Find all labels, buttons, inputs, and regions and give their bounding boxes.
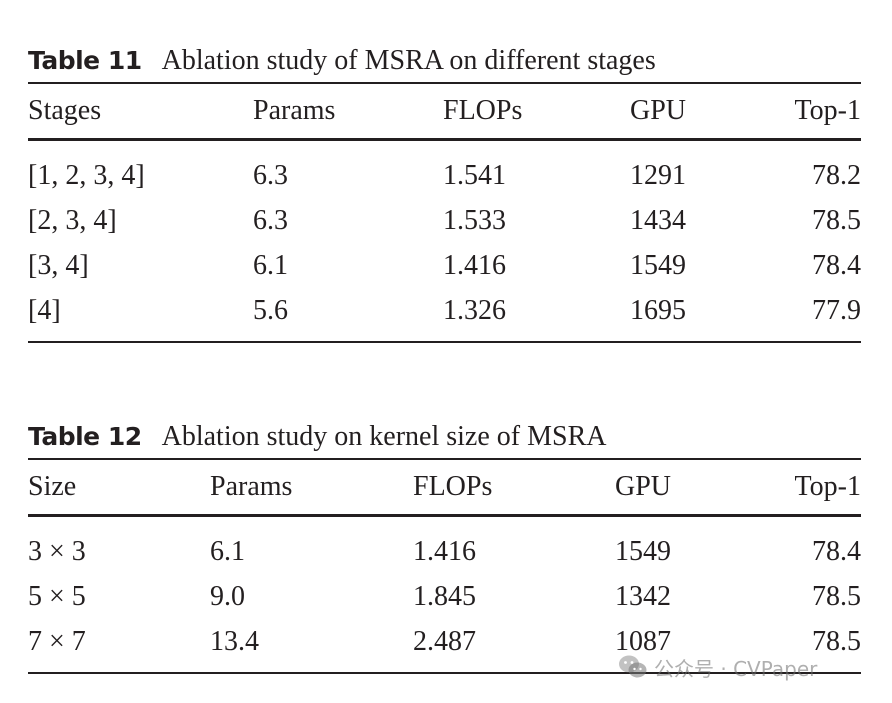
- column-header-flops: FLOPs: [443, 95, 523, 126]
- table-cell: 1695: [630, 295, 686, 326]
- table-body: 3 × 3 6.1 1.416 1549 78.4 5 × 5 9.0 1.84…: [28, 517, 861, 672]
- table-row: [2, 3, 4] 6.3 1.533 1434 78.5: [28, 198, 861, 243]
- column-header-top1: Top-1: [794, 471, 861, 502]
- table-row: [1, 2, 3, 4] 6.3 1.541 1291 78.2: [28, 153, 861, 198]
- table-cell: 1291: [630, 160, 686, 191]
- table-cell: 7 × 7: [28, 626, 86, 657]
- table-cell: 6.1: [253, 250, 288, 281]
- table-cell: 1434: [630, 205, 686, 236]
- column-header-gpu: GPU: [630, 95, 687, 126]
- table-cell: 1.533: [443, 205, 506, 236]
- table-cell: 78.5: [812, 581, 861, 612]
- watermark: 公众号 · CVPaper: [618, 652, 817, 682]
- table-cell: 78.4: [812, 536, 861, 567]
- table-cell: 9.0: [210, 581, 245, 612]
- header-rule: [28, 514, 861, 517]
- bottom-rule: [28, 672, 861, 674]
- table-cell: 1.541: [443, 160, 506, 191]
- table-cell: 5.6: [253, 295, 288, 326]
- table-label: Table 12: [28, 422, 142, 451]
- bottom-rule: [28, 341, 861, 343]
- table-row: 3 × 3 6.1 1.416 1549 78.4: [28, 529, 861, 574]
- table-cell: 78.2: [812, 160, 861, 191]
- table-cell: 77.9: [812, 295, 861, 326]
- top-rule: [28, 458, 861, 460]
- table-row: [4] 5.6 1.326 1695 77.9: [28, 288, 861, 333]
- table-header-row: Size Params FLOPs GPU Top-1: [28, 460, 861, 514]
- table-cell: [4]: [28, 295, 61, 326]
- table-caption: Table 11 Ablation study of MSRA on differ…: [28, 40, 861, 82]
- wechat-icon: [619, 655, 647, 678]
- top-rule: [28, 82, 861, 84]
- table-cell: 6.1: [210, 536, 245, 567]
- column-header-stages: Stages: [28, 95, 102, 126]
- table-cell: 2.487: [413, 626, 476, 657]
- table-cell: [1, 2, 3, 4]: [28, 160, 145, 191]
- table-row: 7 × 7 13.4 2.487 1087 78.5: [28, 619, 861, 664]
- column-header-top1: Top-1: [794, 95, 861, 126]
- table-cell: 1087: [615, 626, 671, 657]
- table-caption-text: Ablation study on kernel size of MSRA: [161, 421, 607, 452]
- column-header-params: Params: [210, 471, 293, 502]
- table-label: Table 11: [28, 46, 142, 75]
- table-cell: 6.3: [253, 160, 288, 191]
- table-cell: 1.416: [413, 536, 476, 567]
- table-header-row: Stages Params FLOPs GPU Top-1: [28, 84, 861, 138]
- table-11: Table 11 Ablation study of MSRA on differ…: [28, 40, 861, 343]
- table-row: [3, 4] 6.1 1.416 1549 78.4: [28, 243, 861, 288]
- table-cell: 6.3: [253, 205, 288, 236]
- table-cell: 1.416: [443, 250, 506, 281]
- table-cell: 78.4: [812, 250, 861, 281]
- table-cell: 3 × 3: [28, 536, 86, 567]
- table-12: Table 12 Ablation study on kernel size of…: [28, 416, 861, 674]
- header-rule: [28, 138, 861, 141]
- table-cell: 1.845: [413, 581, 476, 612]
- column-header-params: Params: [253, 95, 336, 126]
- table-cell: [3, 4]: [28, 250, 89, 281]
- column-header-size: Size: [28, 471, 77, 502]
- table-cell: 78.5: [812, 205, 861, 236]
- table-cell: 1549: [630, 250, 686, 281]
- watermark-text: 公众号 · CVPaper: [654, 656, 818, 681]
- table-caption-text: Ablation study of MSRA on different stag…: [161, 45, 656, 76]
- table-cell: [2, 3, 4]: [28, 205, 117, 236]
- table-cell: 5 × 5: [28, 581, 86, 612]
- table-cell: 78.5: [812, 626, 861, 657]
- table-body: [1, 2, 3, 4] 6.3 1.541 1291 78.2 [2, 3, …: [28, 141, 861, 341]
- table-cell: 1342: [615, 581, 671, 612]
- table-row: 5 × 5 9.0 1.845 1342 78.5: [28, 574, 861, 619]
- column-header-gpu: GPU: [615, 471, 672, 502]
- table-caption: Table 12 Ablation study on kernel size of…: [28, 416, 861, 458]
- table-cell: 1549: [615, 536, 671, 567]
- column-header-flops: FLOPs: [413, 471, 493, 502]
- table-cell: 13.4: [210, 626, 259, 657]
- table-cell: 1.326: [443, 295, 506, 326]
